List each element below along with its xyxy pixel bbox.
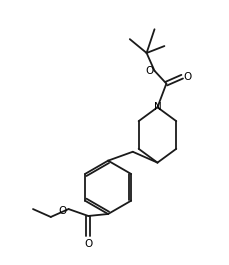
Text: O: O [84, 239, 93, 249]
Text: O: O [145, 66, 154, 76]
Text: O: O [183, 72, 191, 82]
Text: O: O [59, 206, 67, 216]
Text: N: N [154, 102, 161, 112]
